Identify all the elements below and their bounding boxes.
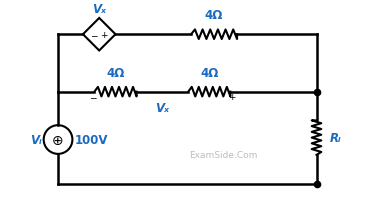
- Text: Vₓ: Vₓ: [156, 102, 170, 115]
- Text: 100V: 100V: [74, 133, 108, 146]
- Text: +: +: [100, 30, 108, 40]
- Text: −: −: [89, 92, 96, 101]
- Text: +: +: [228, 92, 236, 101]
- Text: 4Ω: 4Ω: [205, 9, 223, 22]
- Text: 4Ω: 4Ω: [106, 67, 125, 80]
- Text: Vₓ: Vₓ: [92, 3, 106, 16]
- Text: Rₗ: Rₗ: [330, 131, 342, 144]
- Text: −: −: [90, 30, 97, 40]
- Text: ExamSide.Com: ExamSide.Com: [190, 151, 258, 160]
- Text: 4Ω: 4Ω: [200, 67, 219, 80]
- Text: Vᵢ: Vᵢ: [30, 133, 42, 146]
- Text: ⊕: ⊕: [52, 133, 64, 147]
